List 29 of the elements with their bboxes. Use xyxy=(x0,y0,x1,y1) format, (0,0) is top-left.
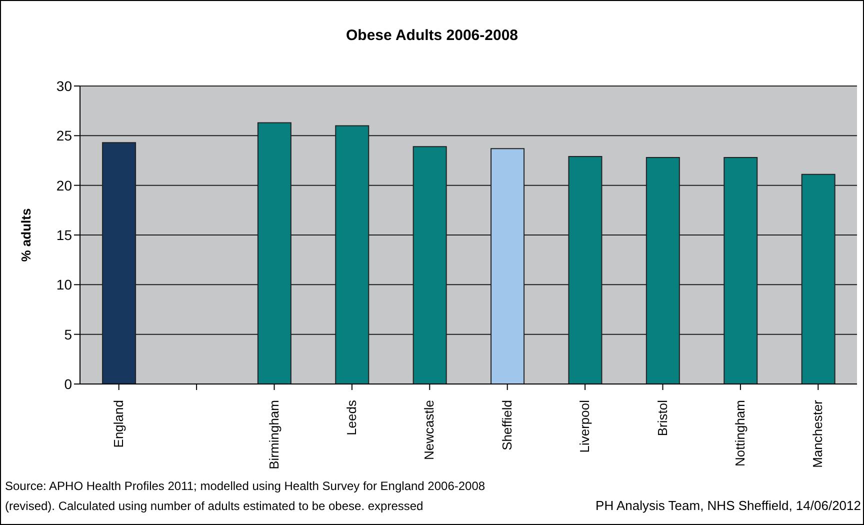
y-tick-label: 25 xyxy=(56,128,72,144)
bar xyxy=(412,146,447,384)
x-tick-label: Bristol xyxy=(654,400,670,436)
source-note: Source: APHO Health Profiles 2011; modelled using Health Survey for England 2006-2008 (revised). Calculated using number of adults estimated to be obese. expressed xyxy=(5,478,486,515)
y-axis-title: % adults xyxy=(18,208,34,262)
x-tick-label: Nottingham xyxy=(732,400,748,466)
bar xyxy=(102,142,136,384)
text: PH Analysis Team, NHS Sheffield, 14/06/2012 xyxy=(596,498,861,513)
x-tick-label: Birmingham xyxy=(266,400,282,470)
bar xyxy=(335,125,370,384)
x-tick-label: Leeds xyxy=(344,400,359,436)
y-tick-label: 30 xyxy=(56,78,72,94)
y-tick-label: 20 xyxy=(56,177,72,194)
x-tick-label: Newcastle xyxy=(422,400,437,460)
bar xyxy=(646,157,680,384)
bar xyxy=(801,174,836,384)
y-tick-label: 10 xyxy=(56,276,72,293)
x-tick-label: England xyxy=(110,400,126,448)
chart-title: Obese Adults 2006-2008 xyxy=(344,27,520,44)
x-tick-label: Sheffield xyxy=(499,400,514,450)
bar xyxy=(257,122,292,384)
bar xyxy=(568,156,602,384)
x-tick-label: Liverpool xyxy=(577,400,592,453)
x-tick-label: Manchester xyxy=(810,399,826,468)
y-tick-label: 15 xyxy=(56,226,72,243)
bar xyxy=(490,148,525,384)
y-tick-label: 5 xyxy=(64,326,72,342)
y-tick-label: 0 xyxy=(64,376,72,392)
bar xyxy=(724,157,758,384)
